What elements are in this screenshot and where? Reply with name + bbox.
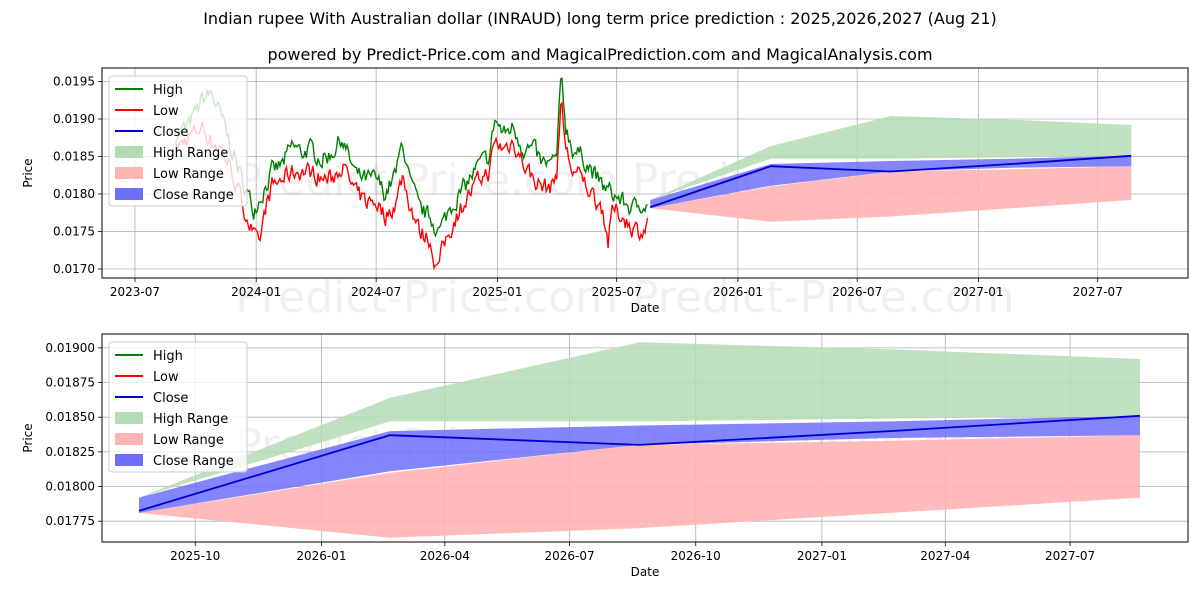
high-range-band [650, 116, 1132, 200]
y-axis-label: Price [21, 158, 35, 187]
legend-label: Low [153, 370, 179, 385]
y-tick-label: 0.0170 [53, 262, 95, 276]
top-legend: High Low Close High Range Low Range Close Ran… [108, 75, 248, 207]
chart-subtitle: powered by Predict-Price.com and Magical… [267, 45, 933, 64]
legend-label: High Range [153, 146, 228, 161]
y-tick-label: 0.01775 [45, 514, 95, 528]
top-plot-frame [101, 67, 1189, 279]
legend-box [108, 341, 248, 473]
y-tick-label: 0.0190 [53, 112, 95, 126]
y-tick-label: 0.0185 [53, 150, 95, 164]
x-tick-label: 2027-07 [1045, 549, 1095, 563]
legend-label: Close Range [153, 454, 234, 469]
y-tick-label: 0.01850 [45, 410, 95, 424]
y-tick-label: 0.0180 [53, 187, 95, 201]
legend-swatch-low-range [115, 167, 143, 179]
x-tick-label: 2027-07 [1073, 285, 1123, 299]
bottom-forecast [138, 342, 1141, 538]
legend-label: Close [153, 125, 188, 140]
legend-label: High Range [153, 412, 228, 427]
low-range-band [139, 435, 1140, 538]
y-tick-label: 0.01825 [45, 445, 95, 459]
watermark-text: Predict-Price.com Predict-Price.com [235, 272, 1014, 323]
x-tick-label: 2026-04 [420, 549, 470, 563]
low-range-band [650, 166, 1132, 222]
close-range-band [139, 415, 1140, 513]
close-range-band [650, 155, 1132, 209]
close-line [138, 414, 1141, 512]
legend-swatch-low-range [115, 433, 143, 445]
x-tick-label: 2026-07 [545, 549, 595, 563]
y-tick-label: 0.0175 [53, 225, 95, 239]
chart-title: Indian rupee With Australian dollar (INR… [203, 9, 997, 28]
top-history [175, 77, 649, 271]
legend-label: Low [153, 104, 179, 119]
y-tick-label: 0.0195 [53, 75, 95, 89]
x-tick-label: 2026-10 [671, 549, 721, 563]
top-forecast [650, 116, 1132, 222]
x-tick-label: 2027-01 [953, 285, 1003, 299]
legend-swatch-close-range [115, 454, 143, 466]
y-axis-label: Price [21, 423, 35, 452]
y-tick-label: 0.01900 [45, 341, 95, 355]
legend-label: High [153, 349, 183, 364]
bottom-legend: High Low Close High Range Low Range Close Ran… [108, 341, 248, 473]
high-history-line [175, 77, 648, 238]
x-tick-label: 2024-01 [231, 285, 281, 299]
x-tick-label: 2027-01 [797, 549, 847, 563]
low-history-line [175, 100, 649, 271]
bottom-plot-frame [101, 333, 1189, 543]
x-tick-label: 2024-07 [351, 285, 401, 299]
legend-swatch-high-range [115, 412, 143, 424]
close-line [650, 154, 1132, 208]
x-tick-label: 2025-01 [472, 285, 522, 299]
x-tick-label: 2023-07 [110, 285, 160, 299]
legend-swatch-high-range [115, 146, 143, 158]
x-axis-label: Date [631, 565, 660, 579]
y-tick-label: 0.01875 [45, 376, 95, 390]
legend-label: High [153, 83, 183, 98]
x-tick-label: 2025-10 [170, 549, 220, 563]
x-axis-label: Date [631, 301, 660, 315]
x-tick-label: 2026-01 [713, 285, 763, 299]
legend-label: Low Range [153, 167, 224, 182]
x-tick-label: 2027-04 [920, 549, 970, 563]
legend-swatch-close-range [115, 188, 143, 200]
x-tick-label: 2025-07 [592, 285, 642, 299]
legend-label: Close Range [153, 188, 234, 203]
legend-label: Close [153, 391, 188, 406]
legend-label: Low Range [153, 433, 224, 448]
legend-box [108, 75, 248, 207]
high-range-band [139, 342, 1140, 498]
x-tick-label: 2026-01 [296, 549, 346, 563]
x-tick-label: 2026-07 [832, 285, 882, 299]
y-tick-label: 0.01800 [45, 480, 95, 494]
